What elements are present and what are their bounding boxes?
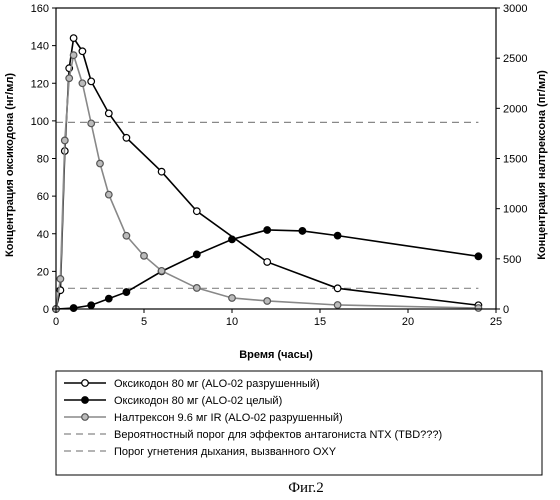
- data-point-s2: [70, 305, 77, 312]
- y-left-tick-label: 80: [37, 154, 49, 166]
- legend-label-resp-threshold: Порог угнетения дыхания, вызванного OXY: [114, 446, 337, 458]
- data-point-s3: [123, 232, 130, 239]
- series-line-1: [56, 38, 478, 309]
- figure-caption: Фиг.2: [288, 480, 324, 496]
- legend-label-naltrexone: Налтрексон 9.6 мг IR (ALO-02 разрушенный…: [114, 412, 343, 424]
- legend-marker-series-2: [82, 397, 89, 404]
- y-axis-left-label: Концентрация оксикодона (нг/мл): [4, 73, 16, 257]
- data-point-s3: [62, 137, 69, 144]
- data-point-s1: [194, 208, 201, 215]
- y-left-tick-label: 140: [31, 41, 49, 53]
- x-axis-label: Время (часы): [239, 349, 313, 361]
- series-line-3: [56, 55, 478, 309]
- data-point-s2: [334, 232, 341, 239]
- data-point-s3: [79, 80, 86, 87]
- data-point-s1: [70, 35, 77, 42]
- x-tick-label: 25: [490, 316, 502, 328]
- plot-frame: [56, 8, 496, 309]
- x-tick-label: 20: [402, 316, 414, 328]
- legend: Оксикодон 80 мг (ALO-02 разрушенный) Окс…: [56, 371, 542, 475]
- y-left-tick-label: 120: [31, 78, 49, 90]
- data-point-s2: [475, 253, 482, 260]
- data-point-s3: [97, 160, 104, 167]
- data-point-s3: [475, 305, 482, 312]
- axes: 0510152025020406080100120140160050010001…: [31, 3, 528, 328]
- data-point-s2: [229, 236, 236, 243]
- data-point-s3: [70, 52, 77, 59]
- y-left-tick-label: 40: [37, 229, 49, 241]
- data-point-s3: [88, 120, 95, 127]
- data-point-s1: [334, 285, 341, 292]
- data-point-s3: [141, 253, 148, 260]
- x-tick-label: 5: [141, 316, 147, 328]
- data-point-s3: [66, 75, 73, 82]
- x-tick-label: 0: [53, 316, 59, 328]
- y-right-tick-label: 500: [503, 254, 521, 266]
- data-point-s1: [158, 168, 165, 175]
- legend-label-oxy-intact: Оксикодон 80 мг (ALO-02 целый): [114, 395, 282, 407]
- data-point-s2: [88, 302, 95, 309]
- data-point-s2: [123, 289, 130, 296]
- data-point-s3: [57, 276, 64, 283]
- data-point-s1: [123, 135, 130, 142]
- x-tick-label: 15: [314, 316, 326, 328]
- data-point-s2: [264, 227, 271, 234]
- data-point-s3: [106, 191, 113, 198]
- data-point-s3: [158, 268, 165, 275]
- y-right-tick-label: 1000: [503, 204, 527, 216]
- data-point-s2: [194, 251, 201, 258]
- y-left-tick-label: 60: [37, 191, 49, 203]
- legend-label-oxy-tampered: Оксикодон 80 мг (ALO-02 разрушенный): [114, 378, 320, 390]
- y-left-tick-label: 20: [37, 266, 49, 278]
- data-point-s1: [264, 259, 271, 266]
- data-point-s2: [106, 295, 113, 302]
- y-left-tick-label: 160: [31, 3, 49, 15]
- x-tick-label: 10: [226, 316, 238, 328]
- data-point-s3: [229, 295, 236, 302]
- legend-marker-series-3: [82, 414, 89, 421]
- y-right-tick-label: 1500: [503, 154, 527, 166]
- data-point-s1: [88, 78, 95, 85]
- data-point-s1: [106, 110, 113, 117]
- legend-marker-series-1: [82, 380, 89, 387]
- plot-area: [53, 35, 482, 313]
- data-point-s3: [264, 298, 271, 305]
- y-right-tick-label: 2000: [503, 103, 527, 115]
- y-left-tick-label: 0: [43, 304, 49, 316]
- y-right-tick-label: 2500: [503, 53, 527, 65]
- data-point-s1: [79, 48, 86, 55]
- data-point-s2: [299, 228, 306, 235]
- y-right-tick-label: 3000: [503, 3, 527, 15]
- data-point-s3: [194, 285, 201, 292]
- y-right-tick-label: 0: [503, 304, 509, 316]
- y-axis-right-label: Концентрация налтрексона (пг/мл): [536, 70, 548, 260]
- legend-label-ntx-threshold: Вероятностный порог для эффектов антагон…: [114, 429, 442, 441]
- data-point-s3: [334, 302, 341, 309]
- y-left-tick-label: 100: [31, 116, 49, 128]
